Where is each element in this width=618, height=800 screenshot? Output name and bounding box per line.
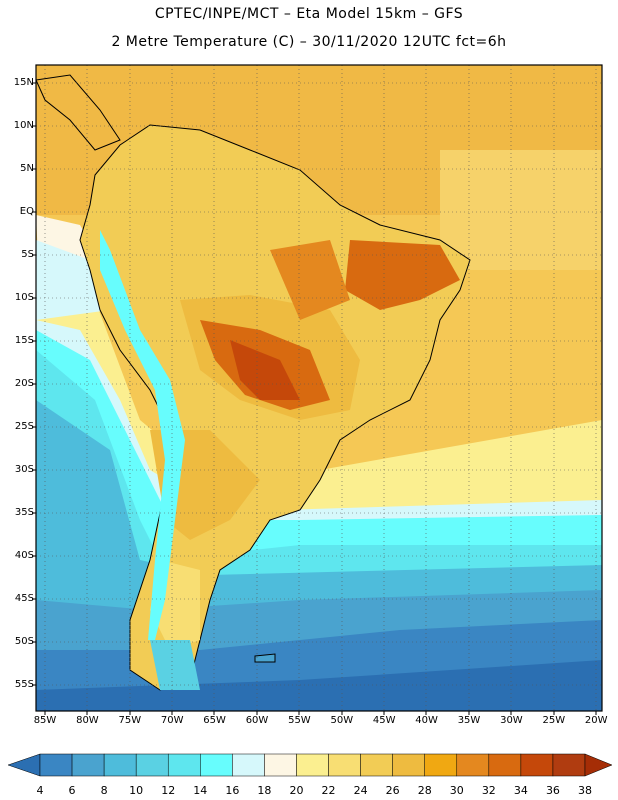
colorbar-label: 16 <box>225 784 240 797</box>
map-frame <box>35 64 603 712</box>
latitude-label: 50S <box>14 636 34 647</box>
colorbar-swatch <box>424 753 458 777</box>
longitude-label: 70W <box>160 715 184 726</box>
axis-ticks <box>32 82 597 715</box>
latitude-label: EQ <box>19 206 34 217</box>
colorbar-arrow-low <box>7 753 41 777</box>
colorbar-label: 10 <box>129 784 144 797</box>
latitude-label: 35S <box>14 507 34 518</box>
longitude-label: 45W <box>372 715 396 726</box>
colorbar-label: 28 <box>417 784 432 797</box>
colorbar-swatch <box>520 753 554 777</box>
colorbar-label: 12 <box>161 784 176 797</box>
colorbar-swatch <box>552 753 586 777</box>
colorbar-label: 34 <box>513 784 528 797</box>
colorbar-label: 32 <box>481 784 496 797</box>
colorbar <box>7 753 613 777</box>
colorbar-label: 36 <box>545 784 560 797</box>
latitude-label: 5N <box>20 163 34 174</box>
colorbar-label: 38 <box>578 784 592 797</box>
colorbar-swatch <box>296 753 329 777</box>
latitude-label: 15N <box>13 77 34 88</box>
colorbar-label: 14 <box>193 784 208 797</box>
colorbar-swatch <box>232 753 265 777</box>
colorbar-swatch <box>488 753 522 777</box>
longitude-label: 20W <box>584 715 608 726</box>
colorbar-swatch <box>135 753 169 777</box>
latitude-label: 40S <box>14 550 34 561</box>
colorbar-swatch <box>200 753 233 777</box>
map-title-line-2: 2 Metre Temperature (C) – 30/11/2020 12U… <box>111 34 507 50</box>
colorbar-swatch <box>360 753 393 777</box>
colorbar-swatch <box>167 753 201 777</box>
colorbar-arrow-high <box>584 753 613 777</box>
longitude-label: 50W <box>330 715 354 726</box>
colorbar-swatch <box>264 753 297 777</box>
colorbar-label: 26 <box>385 784 400 797</box>
colorbar-swatch <box>328 753 361 777</box>
colorbar-label: 22 <box>321 784 336 797</box>
colorbar-swatch <box>39 753 73 777</box>
longitude-label: 30W <box>500 715 523 726</box>
latitude-label: 45S <box>14 593 34 604</box>
colorbar-swatch <box>392 753 425 777</box>
colorbar-label: 4 <box>36 784 44 797</box>
colorbar-label: 6 <box>68 784 76 797</box>
latitude-label: 25S <box>14 421 34 432</box>
longitude-label: 65W <box>203 715 226 726</box>
longitude-label: 75W <box>118 715 142 726</box>
longitude-label: 25W <box>542 715 566 726</box>
longitude-label: 85W <box>33 715 57 726</box>
latitude-label: 15S <box>14 335 34 346</box>
latitude-label: 10N <box>13 120 34 131</box>
longitude-label: 55W <box>288 715 311 726</box>
latitude-label: 30S <box>14 464 34 475</box>
latitude-label: 55S <box>14 679 34 690</box>
colorbar-label: 8 <box>100 784 108 797</box>
longitude-label: 35W <box>457 715 481 726</box>
longitude-label: 80W <box>76 715 99 726</box>
temperature-field <box>36 65 602 711</box>
colorbar-label: 24 <box>353 784 368 797</box>
latitude-label: 10S <box>14 292 34 303</box>
longitude-label: 40W <box>415 715 438 726</box>
latitude-label: 20S <box>14 378 34 389</box>
colorbar-label: 20 <box>289 784 304 797</box>
colorbar-label: 30 <box>449 784 464 797</box>
longitude-label: 60W <box>245 715 269 726</box>
latitude-label: 5S <box>21 249 34 260</box>
colorbar-label: 18 <box>257 784 272 797</box>
colorbar-swatch <box>71 753 105 777</box>
colorbar-swatch <box>103 753 137 777</box>
colorbar-swatch <box>456 753 490 777</box>
map-title-line-1: CPTEC/INPE/MCT – Eta Model 15km – GFS <box>154 6 464 22</box>
